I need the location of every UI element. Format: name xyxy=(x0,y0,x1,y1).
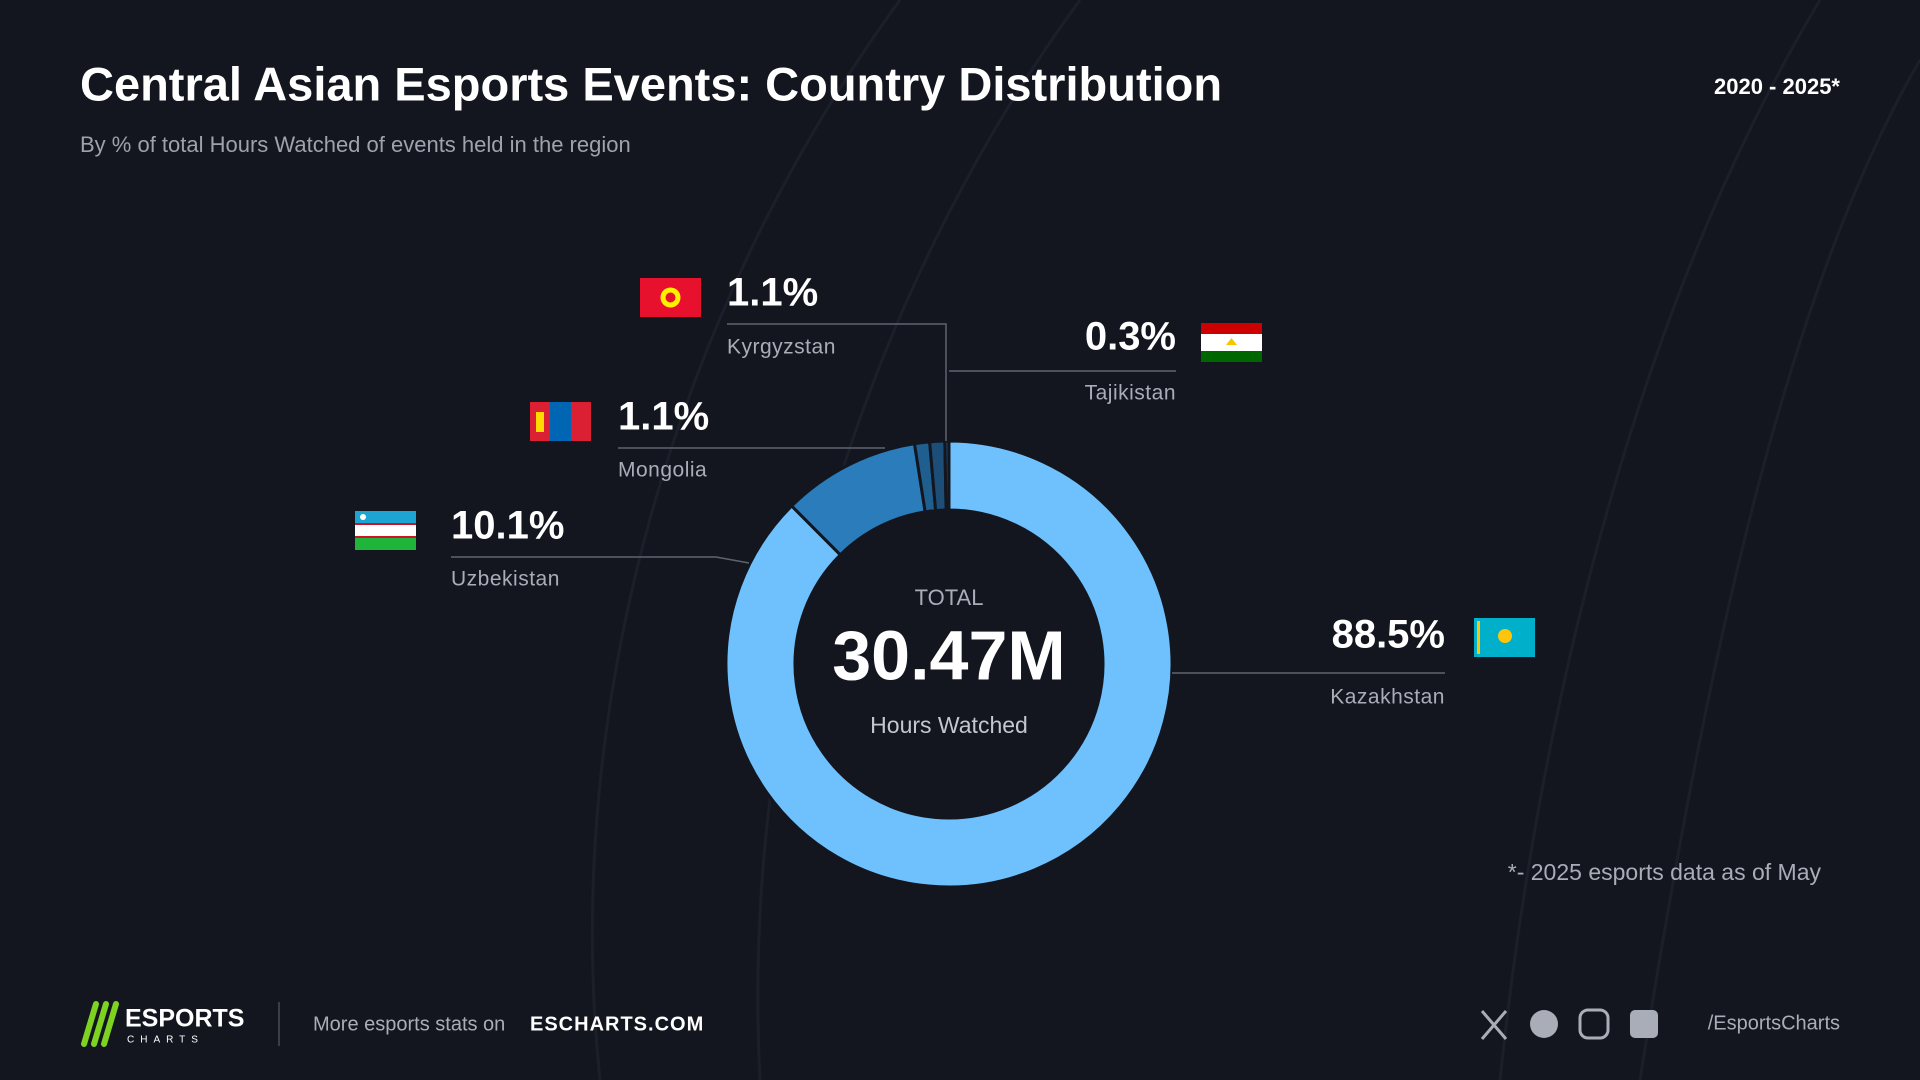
donut xyxy=(724,439,1174,889)
category-label: Kazakhstan xyxy=(1330,686,1445,709)
flag-kyrgyzstan xyxy=(640,278,701,317)
leader-line xyxy=(727,323,947,441)
social-icons xyxy=(1480,1008,1658,1040)
footnote: *- 2025 esports data as of May xyxy=(1508,859,1822,885)
value-label: 1.1% xyxy=(727,271,818,315)
value-label: 1.1% xyxy=(618,395,709,439)
value-label: 0.3% xyxy=(1085,315,1176,359)
donut-segment xyxy=(943,439,951,512)
center-value: 30.47M xyxy=(832,616,1065,694)
chart-subtitle: By % of total Hours Watched of events he… xyxy=(80,132,631,157)
footer-promo: More esports stats on xyxy=(313,1013,505,1035)
center-unit: Hours Watched xyxy=(870,712,1028,738)
flag-uzbekistan xyxy=(355,511,416,550)
value-label: 88.5% xyxy=(1332,613,1445,657)
category-label: Tajikistan xyxy=(1085,382,1176,405)
period: 2020 - 2025* xyxy=(1714,74,1840,99)
icon-facebook[interactable] xyxy=(1530,1010,1558,1038)
background-decoration xyxy=(590,0,1920,1080)
flag-kazakhstan xyxy=(1474,618,1535,657)
logo-top: ESPORTS xyxy=(125,1005,244,1033)
footer-site[interactable]: ESCHARTS.COM xyxy=(530,1013,704,1035)
icon-linkedin[interactable] xyxy=(1630,1010,1658,1038)
category-label: Uzbekistan xyxy=(451,568,560,591)
category-label: Mongolia xyxy=(618,459,707,482)
footer-handle[interactable]: /EsportsCharts xyxy=(1708,1012,1840,1034)
chart-title: Central Asian Esports Events: Country Di… xyxy=(80,57,1222,110)
icon-instagram[interactable] xyxy=(1578,1008,1610,1040)
center-label: TOTAL xyxy=(915,585,984,610)
value-label: 10.1% xyxy=(451,504,564,548)
flag-mongolia xyxy=(530,402,591,441)
logo: ESPORTS CHARTS xyxy=(81,1001,244,1047)
leader-line xyxy=(451,556,750,564)
category-label: Kyrgyzstan xyxy=(727,336,836,359)
icon-x[interactable] xyxy=(1480,1010,1508,1040)
flag-tajikistan xyxy=(1201,323,1262,362)
logo-bottom: CHARTS xyxy=(127,1035,204,1046)
